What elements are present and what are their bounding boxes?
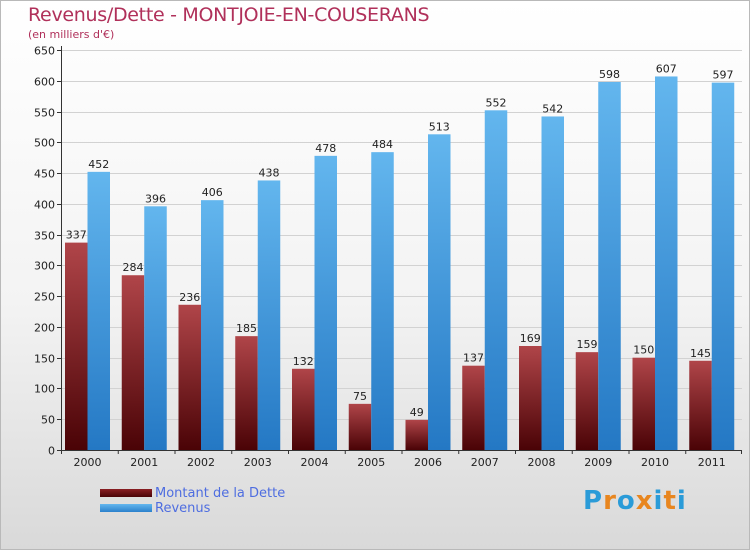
y-tick-label: 500 [34, 137, 55, 150]
data-label-dette: 75 [353, 390, 367, 403]
data-label-revenus: 438 [259, 166, 280, 179]
y-tick-label: 150 [34, 353, 55, 366]
bar-revenus [314, 155, 337, 450]
x-tick-label: 2007 [471, 456, 499, 469]
data-label-dette: 169 [520, 332, 541, 345]
data-labels: 337 452 284 396 236 406 185 438 132 478 75 484 49 513… [66, 62, 734, 418]
axes: 0 50 100 150 200 250 300 350 400 450 500 550 600 650 2… [34, 45, 742, 469]
data-label-revenus: 542 [542, 102, 563, 115]
data-label-dette: 150 [633, 344, 654, 357]
bar-revenus [144, 206, 167, 450]
bar-dette [462, 365, 485, 450]
bar-revenus [428, 134, 451, 451]
data-label-dette: 137 [463, 352, 484, 365]
data-label-dette: 145 [690, 347, 711, 360]
data-label-revenus: 598 [599, 68, 620, 81]
bar-dette [405, 419, 428, 450]
y-tick-label: 450 [34, 168, 55, 181]
logo-letter: x [635, 486, 654, 516]
y-tick-label: 250 [34, 291, 55, 304]
data-label-revenus: 552 [486, 96, 507, 109]
bar-revenus [371, 152, 394, 450]
bar-revenus [711, 82, 735, 450]
x-tick-label: 2000 [74, 456, 102, 469]
data-label-revenus: 484 [372, 138, 393, 151]
bars [65, 76, 735, 451]
data-label-revenus: 597 [713, 69, 734, 82]
x-tick-label: 2011 [698, 456, 726, 469]
legend-swatch-revenus [100, 504, 152, 512]
y-tick-label: 0 [48, 445, 55, 458]
y-tick-label: 100 [34, 383, 55, 396]
y-tick-label: 650 [34, 45, 55, 58]
y-tick-label: 550 [34, 107, 55, 120]
data-label-dette: 49 [410, 406, 424, 419]
x-tick-label: 2005 [357, 456, 385, 469]
x-tick-label: 2004 [301, 456, 329, 469]
y-tick-label: 200 [34, 322, 55, 335]
bar-revenus [87, 171, 110, 450]
data-label-revenus: 607 [656, 62, 677, 75]
grid-lines [61, 50, 742, 451]
data-label-dette: 159 [577, 338, 598, 351]
bar-dette [65, 242, 88, 450]
data-label-revenus: 478 [315, 142, 336, 155]
data-label-dette: 185 [236, 322, 257, 335]
bar-dette [519, 346, 542, 450]
logo-letter: r [603, 486, 617, 516]
x-tick-label: 2010 [641, 456, 669, 469]
logo-letter: P [583, 486, 604, 516]
logo-letter: i [653, 486, 664, 516]
bar-revenus [257, 180, 281, 450]
x-tick-label: 2008 [528, 456, 556, 469]
bar-revenus [655, 76, 678, 450]
y-tick-label: 50 [41, 414, 55, 427]
bar-dette [689, 360, 712, 450]
data-label-dette: 284 [123, 261, 144, 274]
data-label-revenus: 406 [202, 186, 223, 199]
bar-revenus [484, 110, 508, 451]
y-tick-label: 400 [34, 199, 55, 212]
x-tick-label: 2002 [187, 456, 215, 469]
y-tick-label: 600 [34, 76, 55, 89]
logo-letter: t [663, 486, 677, 516]
proxiti-logo: Proxiti [583, 486, 687, 516]
bar-revenus [201, 200, 224, 450]
bar-dette [575, 352, 599, 450]
data-label-dette: 236 [179, 291, 200, 304]
bar-dette [235, 336, 258, 450]
bar-dette [121, 275, 145, 450]
x-tick-label: 2006 [414, 456, 442, 469]
data-label-revenus: 452 [88, 158, 109, 171]
legend-label-dette: Montant de la Dette [155, 486, 286, 501]
logo-letter: o [616, 486, 636, 516]
y-tick-label: 350 [34, 230, 55, 243]
data-label-dette: 132 [293, 355, 314, 368]
bar-revenus [598, 82, 621, 450]
y-tick-label: 300 [34, 260, 55, 273]
bar-dette [292, 368, 315, 450]
bar-dette [178, 304, 201, 450]
legend-swatch-dette [100, 489, 152, 497]
logo-letter: i [676, 486, 687, 516]
bar-revenus [541, 116, 564, 450]
bar-dette [348, 403, 372, 450]
data-label-revenus: 513 [429, 120, 450, 133]
chart-title: Revenus/Dette - MONTJOIE-EN-COUSERANS [28, 4, 430, 26]
data-label-revenus: 396 [145, 192, 166, 205]
x-tick-label: 2003 [244, 456, 272, 469]
x-tick-label: 2001 [130, 456, 158, 469]
x-tick-label: 2009 [584, 456, 612, 469]
legend-label-revenus: Revenus [155, 501, 211, 516]
bar-dette [632, 357, 655, 450]
chart-subtitle: (en milliers d'€) [28, 28, 115, 41]
data-label-dette: 337 [66, 229, 87, 242]
